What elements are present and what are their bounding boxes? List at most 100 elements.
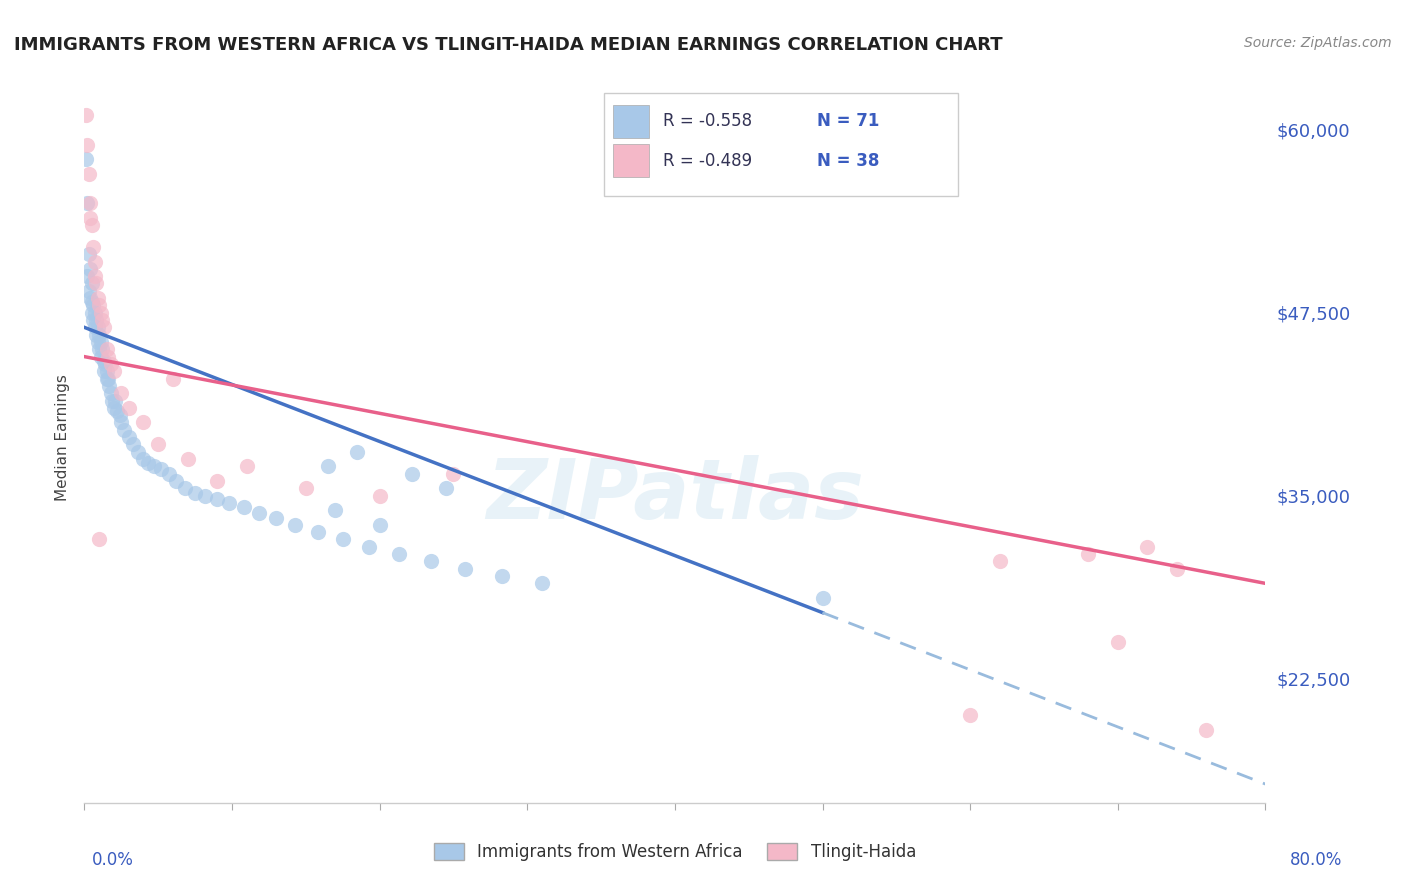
Point <box>80 218 103 232</box>
Point <box>811 591 834 605</box>
Point <box>122 437 145 451</box>
Point <box>420 554 443 568</box>
Point <box>94 357 117 371</box>
Point <box>104 393 127 408</box>
FancyBboxPatch shape <box>613 145 650 177</box>
Point <box>247 506 270 520</box>
Point <box>93 364 115 378</box>
Point <box>346 444 368 458</box>
Point <box>93 320 115 334</box>
Point <box>108 408 131 422</box>
FancyBboxPatch shape <box>613 104 650 137</box>
Point <box>79 261 101 276</box>
Point <box>83 254 105 268</box>
Text: 0.0%: 0.0% <box>91 851 134 869</box>
Point <box>232 500 254 515</box>
Point <box>76 269 98 284</box>
Point <box>531 576 554 591</box>
Point <box>79 211 101 225</box>
Point <box>100 357 122 371</box>
Point <box>93 354 115 368</box>
Point <box>77 284 100 298</box>
Point <box>218 496 240 510</box>
Point <box>79 291 101 305</box>
Point <box>86 334 108 349</box>
Point <box>86 291 108 305</box>
Point <box>118 430 141 444</box>
Point <box>165 474 187 488</box>
FancyBboxPatch shape <box>605 94 959 195</box>
Point <box>1077 547 1099 561</box>
Point <box>434 481 457 495</box>
Point <box>87 298 111 312</box>
Point <box>332 533 354 547</box>
Point <box>87 343 111 357</box>
Point <box>316 459 339 474</box>
Point <box>1136 540 1159 554</box>
Point <box>368 517 391 532</box>
Text: N = 38: N = 38 <box>817 152 879 169</box>
Point <box>118 401 141 415</box>
Point <box>359 540 381 554</box>
Point <box>103 364 125 378</box>
Point <box>75 108 97 122</box>
Point <box>142 459 165 474</box>
Point <box>79 196 101 211</box>
Point <box>84 313 107 327</box>
Point <box>87 533 111 547</box>
Point <box>75 152 97 166</box>
Point <box>959 708 981 723</box>
Point <box>173 481 195 495</box>
Point <box>97 371 120 385</box>
Point <box>157 467 180 481</box>
Point <box>90 334 112 349</box>
Point <box>100 386 122 401</box>
Point <box>325 503 347 517</box>
Point <box>150 462 173 476</box>
Point <box>132 416 155 430</box>
Point <box>91 313 114 327</box>
Text: 80.0%: 80.0% <box>1291 851 1343 869</box>
Point <box>86 320 108 334</box>
Point <box>90 306 112 320</box>
Point <box>388 547 411 561</box>
Point <box>207 491 229 506</box>
Point <box>148 437 170 451</box>
Point <box>84 277 107 291</box>
Point <box>83 306 105 320</box>
Point <box>87 327 111 342</box>
Point <box>368 489 391 503</box>
Text: R = -0.558: R = -0.558 <box>664 112 752 130</box>
Point <box>76 196 98 211</box>
Point <box>77 167 100 181</box>
Point <box>96 371 118 385</box>
Point <box>110 386 132 401</box>
Legend: Immigrants from Western Africa, Tlingit-Haida: Immigrants from Western Africa, Tlingit-… <box>427 836 922 868</box>
Text: Source: ZipAtlas.com: Source: ZipAtlas.com <box>1244 36 1392 50</box>
Point <box>82 313 104 327</box>
Text: IMMIGRANTS FROM WESTERN AFRICA VS TLINGIT-HAIDA MEDIAN EARNINGS CORRELATION CHAR: IMMIGRANTS FROM WESTERN AFRICA VS TLINGI… <box>14 36 1002 54</box>
Y-axis label: Median Earnings: Median Earnings <box>55 374 70 500</box>
Point <box>84 327 107 342</box>
Point <box>491 569 513 583</box>
Point <box>136 457 159 471</box>
Point <box>132 452 155 467</box>
Point <box>266 510 288 524</box>
Point <box>98 379 121 393</box>
Point <box>76 137 98 152</box>
Point <box>101 393 124 408</box>
Point <box>112 423 135 437</box>
Point <box>82 298 104 312</box>
Point <box>83 320 105 334</box>
Point <box>284 517 307 532</box>
Point <box>96 343 118 357</box>
Text: ZIPatlas: ZIPatlas <box>486 455 863 536</box>
Point <box>177 452 200 467</box>
Point <box>97 350 120 364</box>
Text: R = -0.489: R = -0.489 <box>664 152 752 169</box>
Point <box>236 459 259 474</box>
Point <box>1107 635 1129 649</box>
Point <box>80 295 103 310</box>
Point <box>162 371 184 385</box>
Point <box>988 554 1011 568</box>
